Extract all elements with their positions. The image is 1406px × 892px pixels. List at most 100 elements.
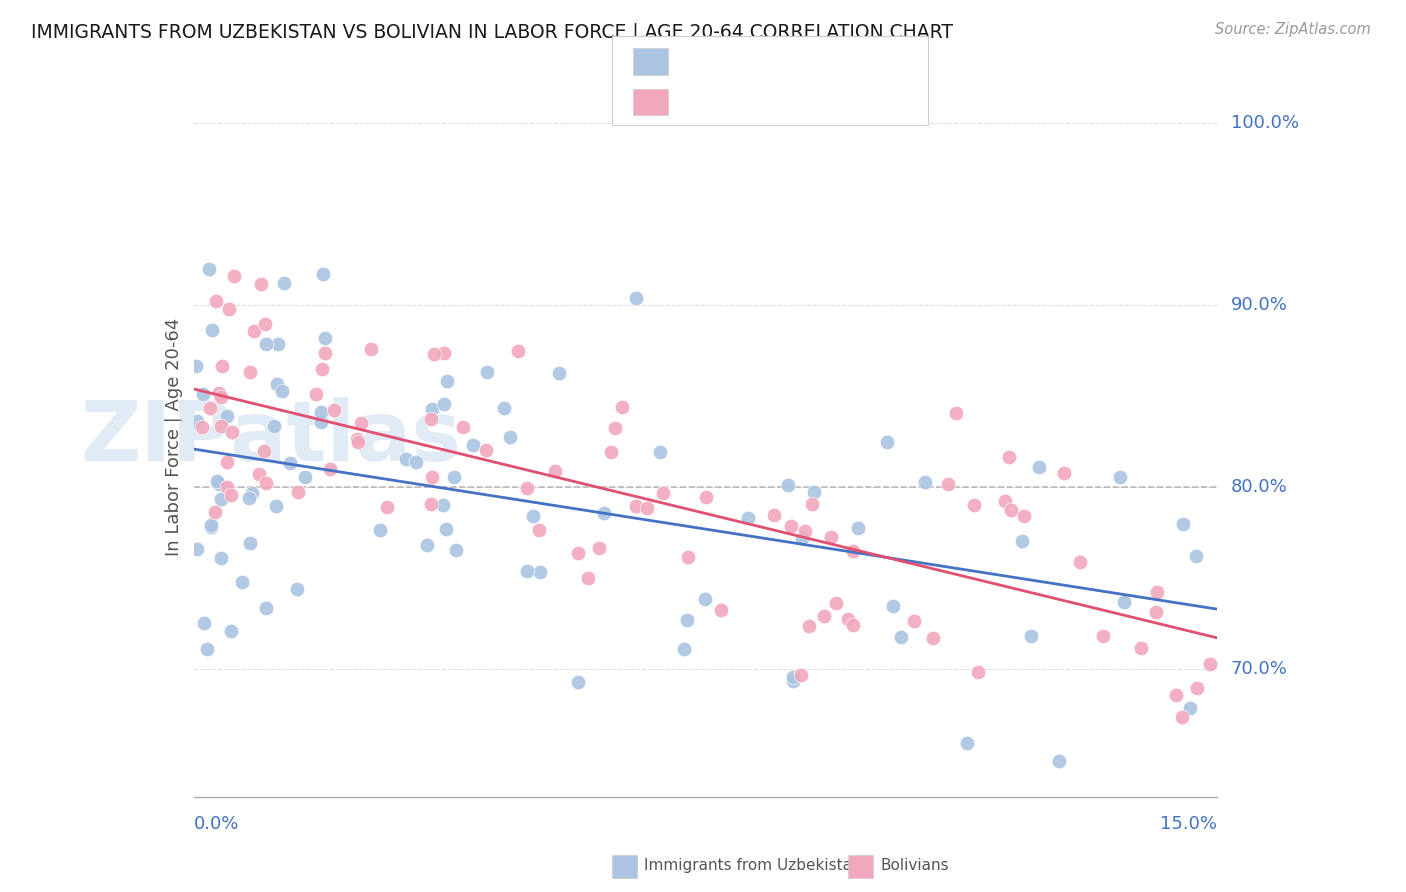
Point [395, 451, 418, 466]
Point [593, 507, 616, 521]
Point [1187, 681, 1209, 696]
Text: 15.0%: 15.0% [1160, 815, 1218, 833]
Point [346, 433, 368, 447]
Point [841, 544, 863, 558]
Point [652, 486, 675, 500]
Point [238, 491, 260, 505]
Y-axis label: In Labor Force | Age 20-64: In Labor Force | Age 20-64 [165, 318, 183, 557]
Point [200, 519, 222, 533]
Point [803, 484, 825, 499]
Text: -0.019: -0.019 [718, 53, 778, 70]
Point [221, 425, 243, 439]
Point [309, 405, 332, 419]
Text: Source: ZipAtlas.com: Source: ZipAtlas.com [1215, 22, 1371, 37]
Point [1184, 549, 1206, 563]
Point [994, 494, 1017, 508]
Point [463, 438, 485, 452]
Point [347, 435, 370, 450]
Point [217, 409, 239, 424]
Point [779, 519, 801, 533]
Point [201, 323, 224, 337]
Point [433, 397, 456, 411]
Point [610, 401, 633, 415]
Point [956, 736, 979, 750]
Point [186, 542, 208, 557]
Point [1178, 701, 1201, 715]
Point [224, 268, 246, 283]
Point [1199, 657, 1222, 672]
Point [922, 631, 945, 645]
Point [319, 462, 342, 476]
Point [710, 603, 733, 617]
Point [516, 482, 538, 496]
Point [624, 291, 647, 305]
Point [231, 575, 253, 590]
Point [1011, 533, 1033, 548]
Point [945, 407, 967, 421]
Point [200, 518, 222, 533]
Point [264, 499, 287, 513]
Point [576, 571, 599, 585]
Point [475, 365, 498, 379]
Text: N =: N = [768, 53, 815, 70]
Point [737, 511, 759, 525]
Text: 87: 87 [817, 93, 839, 111]
Point [793, 524, 815, 538]
Point [499, 430, 522, 444]
Point [522, 508, 544, 523]
Point [266, 376, 288, 391]
Point [218, 301, 240, 316]
Point [287, 484, 309, 499]
Point [813, 609, 835, 624]
Point [405, 455, 427, 469]
Point [254, 475, 277, 490]
Point [676, 613, 699, 627]
Point [1171, 710, 1194, 724]
Point [434, 522, 457, 536]
Point [375, 500, 398, 515]
Point [1129, 641, 1152, 656]
Point [285, 582, 308, 596]
Point [837, 611, 859, 625]
Point [253, 444, 276, 458]
Point [903, 614, 925, 628]
Point [253, 318, 276, 332]
Point [350, 416, 373, 430]
Point [309, 416, 332, 430]
Point [1047, 754, 1070, 768]
Point [193, 615, 215, 630]
Point [195, 642, 218, 657]
Point [191, 420, 214, 434]
Point [208, 386, 231, 401]
Point [208, 477, 231, 491]
Text: 82: 82 [817, 53, 839, 70]
Point [1146, 585, 1168, 599]
Point [420, 470, 443, 484]
Point [967, 665, 990, 680]
Point [1028, 459, 1050, 474]
Point [820, 530, 842, 544]
Point [243, 324, 266, 338]
Point [890, 630, 912, 644]
Point [693, 592, 716, 607]
Point [1012, 508, 1035, 523]
Point [209, 491, 232, 506]
Point [846, 520, 869, 534]
Point [198, 261, 221, 276]
Point [240, 486, 263, 500]
Point [416, 538, 439, 552]
Point [938, 476, 960, 491]
Point [221, 488, 243, 502]
Point [314, 345, 336, 359]
Point [420, 401, 443, 416]
Point [211, 359, 233, 373]
Point [998, 450, 1021, 465]
Point [603, 421, 626, 435]
Point [567, 675, 589, 690]
Point [239, 365, 262, 379]
Text: 80.0%: 80.0% [1230, 478, 1288, 496]
Point [527, 523, 550, 537]
Point [1000, 503, 1022, 517]
Point [1091, 629, 1114, 643]
Point [1164, 688, 1187, 702]
